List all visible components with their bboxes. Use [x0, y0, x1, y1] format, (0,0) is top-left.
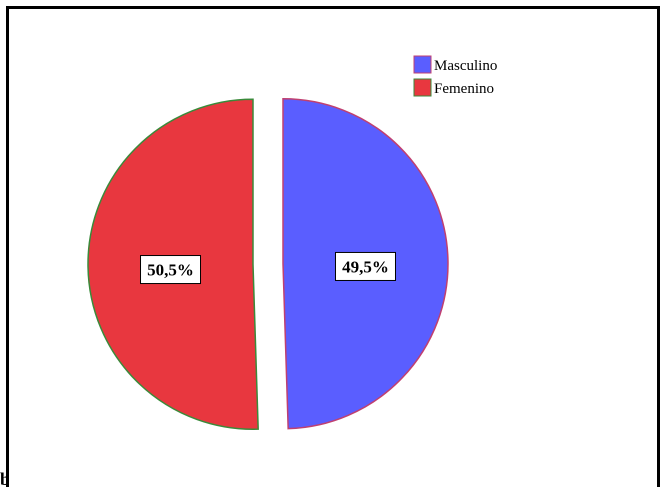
- data-label-masculino: 49,5%: [334, 251, 396, 281]
- data-label-text: 49,5%: [342, 257, 389, 276]
- legend-item-masculino: Masculino: [413, 55, 497, 74]
- legend-swatch: [413, 55, 432, 74]
- data-labels: 49,5% 50,5%: [140, 251, 396, 285]
- data-label-text: 50,5%: [147, 261, 194, 280]
- data-label-femenino: 50,5%: [140, 255, 202, 285]
- legend-label: Femenino: [434, 81, 494, 97]
- legend: Masculino Femenino: [413, 55, 497, 97]
- legend-item-femenino: Femenino: [413, 78, 494, 97]
- legend-label: Masculino: [434, 58, 497, 74]
- legend-swatch: [413, 78, 432, 97]
- clipped-glyph: b: [0, 472, 6, 487]
